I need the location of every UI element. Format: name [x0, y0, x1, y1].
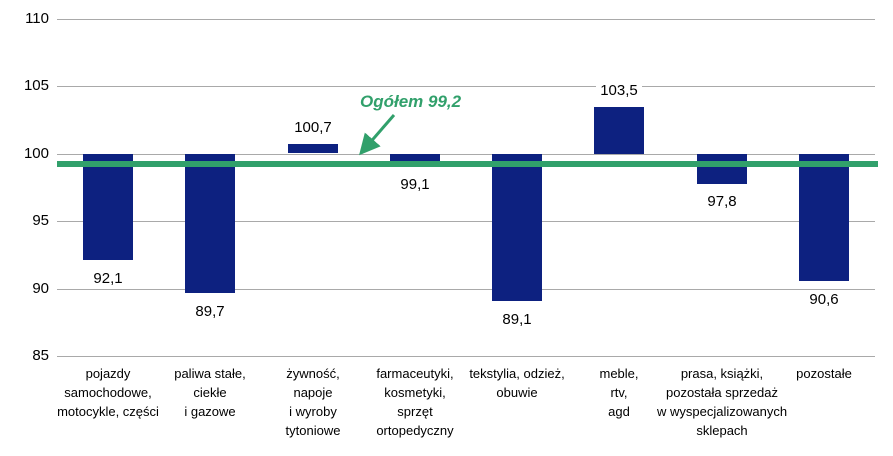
bar-6	[594, 107, 644, 154]
category-label-line: tytoniowe	[285, 423, 341, 438]
value-label-1: 92,1	[56, 269, 160, 288]
category-label-8: pozostałe	[759, 364, 889, 383]
category-label-line: żywność,	[286, 366, 340, 381]
category-label-line: ciekłe	[193, 385, 227, 400]
category-label-line: farmaceutyki,	[376, 366, 454, 381]
category-label-line: kosmetyki,	[384, 385, 446, 400]
category-label-line: paliwa stałe,	[174, 366, 246, 381]
category-label-6: meble, rtv, agd	[554, 364, 684, 421]
category-label-line: ortopedyczny	[376, 423, 454, 438]
gridline-100	[57, 154, 875, 155]
category-label-line: tekstylia, odzież,	[469, 366, 565, 381]
gridline-110	[57, 19, 875, 20]
y-tick-label-90: 90	[32, 280, 49, 297]
reference-annotation: Ogółem 99,2	[360, 92, 461, 112]
category-label-4: farmaceutyki, kosmetyki, sprzęt ortopedyczn…	[350, 364, 480, 440]
bar-7	[697, 154, 747, 184]
y-tick-label-110: 110	[25, 10, 49, 27]
category-label-7: prasa, książki, pozostała sprzedaż w wyspe…	[657, 364, 787, 440]
category-label-line: i wyroby	[289, 404, 337, 419]
category-label-line: motocykle, części	[57, 404, 159, 419]
category-label-2: paliwa stałe, ciekłe i gazowe	[145, 364, 275, 421]
category-label-line: rtv,	[610, 385, 628, 400]
y-tick-label-105: 105	[23, 77, 49, 94]
annotation-arrow-icon	[359, 114, 396, 156]
category-label-line: samochodowe,	[64, 385, 152, 400]
value-label-4: 99,1	[363, 175, 467, 194]
reference-line	[57, 161, 878, 167]
gridline-105	[57, 86, 875, 87]
gridline-90	[57, 289, 875, 290]
category-label-line: i gazowe	[184, 404, 236, 419]
category-label-line: w wyspecjalizowanych	[657, 404, 788, 419]
y-tick-label-100: 100	[23, 145, 49, 162]
y-tick-label-95: 95	[32, 212, 49, 229]
category-label-5: tekstylia, odzież, obuwie	[452, 364, 582, 402]
category-label-line: prasa, książki,	[680, 366, 764, 381]
bar-8	[799, 154, 849, 281]
value-label-5: 89,1	[465, 310, 569, 329]
y-tick-label-85: 85	[32, 347, 49, 364]
category-label-1: pojazdy samochodowe, motocykle, części	[43, 364, 173, 421]
bar-5	[492, 154, 542, 301]
category-label-line: agd	[608, 404, 630, 419]
bar-3	[288, 144, 338, 153]
category-label-3: żywność, napoje i wyroby tytoniowe	[248, 364, 378, 440]
gridline-85	[57, 356, 875, 357]
gridline-95	[57, 221, 875, 222]
value-label-2: 89,7	[158, 302, 262, 321]
value-label-8: 90,6	[772, 290, 876, 309]
category-label-line: pozostałe	[796, 366, 852, 381]
category-label-line: sprzęt	[397, 404, 433, 419]
bar-1	[83, 154, 133, 260]
category-label-line: meble,	[599, 366, 639, 381]
value-label-7: 97,8	[670, 192, 774, 211]
category-label-line: napoje	[293, 385, 333, 400]
category-label-line: sklepach	[696, 423, 748, 438]
bar-2	[185, 154, 235, 293]
category-label-line: pojazdy	[85, 366, 131, 381]
reference-annotation-label: Ogółem 99,2	[360, 92, 462, 111]
value-label-6: 103,5	[567, 81, 671, 100]
category-label-line: obuwie	[496, 385, 538, 400]
category-label-line: pozostała sprzedaż	[665, 385, 778, 400]
